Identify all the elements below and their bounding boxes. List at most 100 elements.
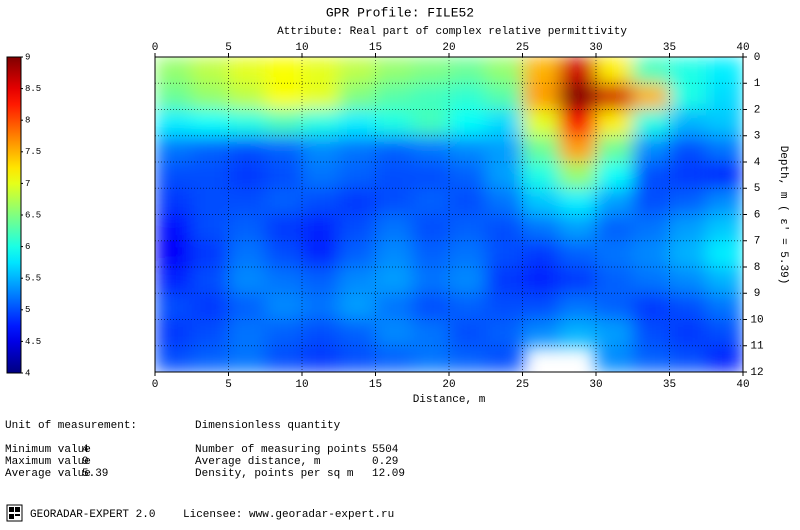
heatmap-cell bbox=[449, 188, 487, 215]
heatmap-cell bbox=[375, 135, 413, 163]
info-value: 4 bbox=[82, 444, 89, 456]
heatmap-cell bbox=[632, 345, 670, 372]
heatmap-cell bbox=[559, 83, 597, 110]
heatmap-cell bbox=[596, 293, 634, 320]
heatmap-cell bbox=[706, 162, 743, 189]
colorbar-tick-label: 6 bbox=[25, 242, 30, 252]
heatmap-cell bbox=[596, 240, 634, 268]
heatmap-cell bbox=[485, 83, 523, 110]
heatmap-cell bbox=[485, 293, 523, 320]
heatmap-cell bbox=[669, 109, 707, 137]
heatmap-cell bbox=[302, 188, 340, 215]
info-label: Minimum value bbox=[5, 444, 91, 456]
heatmap-cell bbox=[228, 57, 266, 84]
heatmap-cell bbox=[228, 188, 266, 215]
y-tick-label: 6 bbox=[754, 209, 761, 221]
heatmap-cell bbox=[706, 293, 743, 320]
x-tick-label-top: 10 bbox=[295, 42, 308, 54]
x-tick-label: 15 bbox=[369, 379, 382, 391]
y-tick-label: 7 bbox=[754, 236, 761, 248]
heatmap-cell bbox=[228, 135, 266, 163]
footer-licensee: Licensee: www.georadar-expert.ru bbox=[183, 509, 394, 521]
heatmap-cell bbox=[338, 240, 376, 268]
heatmap-cell bbox=[155, 135, 193, 163]
heatmap-cell bbox=[559, 57, 597, 84]
x-tick-label-top: 40 bbox=[736, 42, 749, 54]
heatmap-cell bbox=[596, 319, 634, 347]
heatmap-cell bbox=[302, 345, 340, 372]
heatmap-cell bbox=[522, 267, 560, 294]
heatmap-cell bbox=[338, 319, 376, 347]
heatmap-cell bbox=[632, 319, 670, 347]
heatmap-cell bbox=[191, 57, 229, 84]
heatmap-cell bbox=[485, 214, 523, 242]
heatmap-cell bbox=[338, 109, 376, 137]
heatmap-cell bbox=[375, 240, 413, 268]
heatmap-cell bbox=[338, 214, 376, 242]
heatmap-cell bbox=[338, 345, 376, 372]
heatmap-cell bbox=[669, 83, 707, 110]
heatmap-cell bbox=[338, 267, 376, 294]
heatmap-cell bbox=[485, 319, 523, 347]
heatmap-cell bbox=[155, 188, 193, 215]
heatmap-cell bbox=[449, 83, 487, 110]
heatmap-cell bbox=[596, 109, 634, 137]
info-value: Dimensionless quantity bbox=[195, 420, 341, 432]
heatmap-cell bbox=[559, 214, 597, 242]
heatmap-cell bbox=[191, 162, 229, 189]
x-tick-label-top: 35 bbox=[663, 42, 676, 54]
x-axis-label: Distance, m bbox=[413, 394, 486, 406]
y-tick-label: 8 bbox=[754, 262, 761, 274]
info-label: Average distance, m bbox=[195, 456, 321, 468]
heatmap-cell bbox=[412, 345, 450, 372]
info-label: Unit of measurement: bbox=[5, 420, 137, 432]
heatmap-cell bbox=[375, 345, 413, 372]
heatmap-cell bbox=[559, 188, 597, 215]
x-tick-label: 35 bbox=[663, 379, 676, 391]
heatmap-cell bbox=[522, 109, 560, 137]
heatmap-cell bbox=[559, 319, 597, 347]
heatmap-cell bbox=[485, 267, 523, 294]
heatmap-cell bbox=[191, 293, 229, 320]
heatmap-cell bbox=[596, 57, 634, 84]
heatmap-cell bbox=[632, 240, 670, 268]
colorbar-tick-label: 5.5 bbox=[25, 274, 41, 284]
info-value: 12.09 bbox=[372, 468, 405, 480]
heatmap-cell bbox=[228, 240, 266, 268]
info-label: Maximum value bbox=[5, 456, 91, 468]
heatmap-cell bbox=[669, 162, 707, 189]
heatmap-cell bbox=[338, 83, 376, 110]
heatmap-cell bbox=[228, 267, 266, 294]
heatmap-cell bbox=[302, 293, 340, 320]
y-tick-label: 3 bbox=[754, 131, 761, 143]
heatmap-cell bbox=[191, 109, 229, 137]
heatmap-cell bbox=[228, 214, 266, 242]
heatmap-cell bbox=[596, 267, 634, 294]
info-value: 5504 bbox=[372, 444, 399, 456]
heatmap-cell bbox=[632, 162, 670, 189]
heatmap-cell bbox=[265, 319, 303, 347]
heatmap-cell bbox=[412, 109, 450, 137]
heatmap-cell bbox=[302, 267, 340, 294]
heatmap-cell bbox=[449, 109, 487, 137]
heatmap-cell bbox=[338, 162, 376, 189]
heatmap-cell bbox=[449, 319, 487, 347]
y-axis-label: Depth, m ( ε' = 5.39) bbox=[777, 146, 789, 285]
heatmap-cell bbox=[449, 240, 487, 268]
heatmap-cell bbox=[449, 135, 487, 163]
heatmap-cell bbox=[449, 267, 487, 294]
heatmap-cell bbox=[706, 267, 743, 294]
colorbar-tick-label: 4.5 bbox=[25, 337, 41, 347]
heatmap-cell bbox=[669, 293, 707, 320]
heatmap-cell bbox=[412, 214, 450, 242]
heatmap-cell bbox=[522, 57, 560, 84]
heatmap-cell bbox=[302, 214, 340, 242]
x-tick-label: 25 bbox=[516, 379, 529, 391]
heatmap-cell bbox=[449, 162, 487, 189]
heatmap-cells bbox=[155, 57, 743, 372]
heatmap-cell bbox=[669, 345, 707, 372]
heatmap-cell bbox=[522, 83, 560, 110]
x-tick-label: 5 bbox=[225, 379, 232, 391]
x-tick-label-top: 30 bbox=[589, 42, 602, 54]
